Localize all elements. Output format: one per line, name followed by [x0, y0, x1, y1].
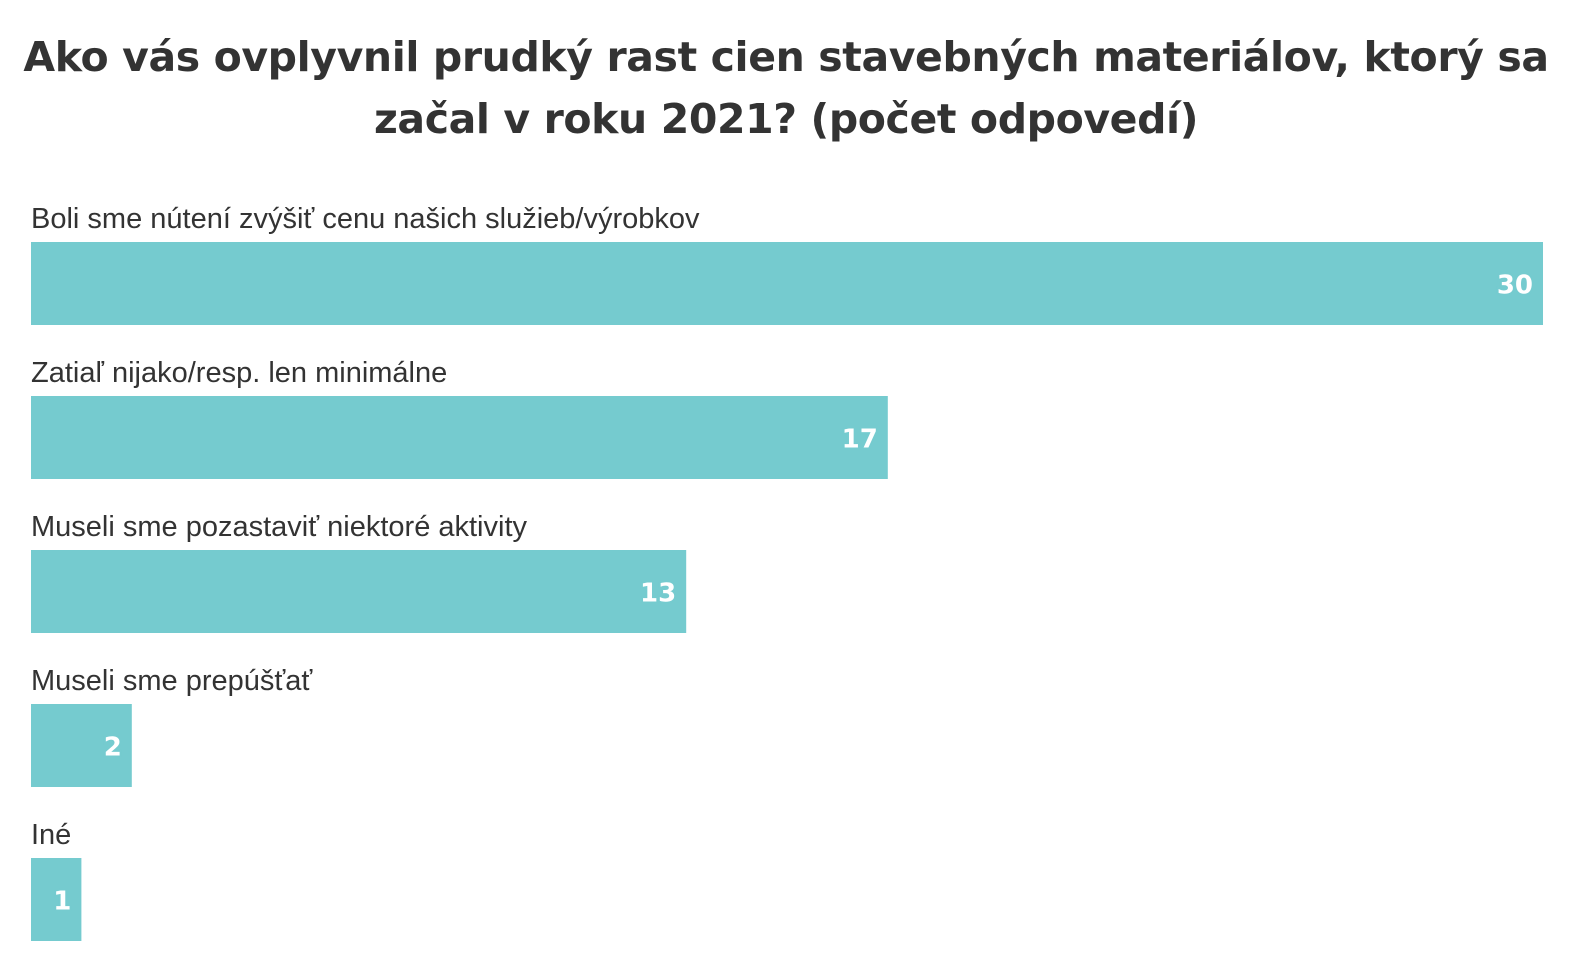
bar-value-label: 2	[104, 733, 122, 763]
chart-title: Ako vás ovplyvnil prudký rast cien stave…	[23, 33, 1549, 143]
bar-value-label: 17	[842, 425, 878, 455]
bar-value-label: 30	[1497, 271, 1533, 301]
category-label: Museli sme pozastaviť niektoré aktivity	[31, 511, 528, 543]
category-label: Boli sme nútení zvýšiť cenu našich služi…	[31, 203, 700, 235]
bar-value-label: 13	[640, 579, 676, 609]
bar[interactable]	[31, 242, 1543, 325]
category-label: Zatiaľ nijako/resp. len minimálne	[31, 357, 447, 389]
bar[interactable]	[31, 396, 888, 479]
bar-value-label: 1	[53, 887, 71, 917]
bar[interactable]	[31, 550, 687, 633]
bar[interactable]	[31, 858, 82, 941]
category-label: Iné	[31, 819, 71, 851]
bar[interactable]	[31, 704, 132, 787]
category-label: Museli sme prepúšťať	[31, 665, 313, 697]
